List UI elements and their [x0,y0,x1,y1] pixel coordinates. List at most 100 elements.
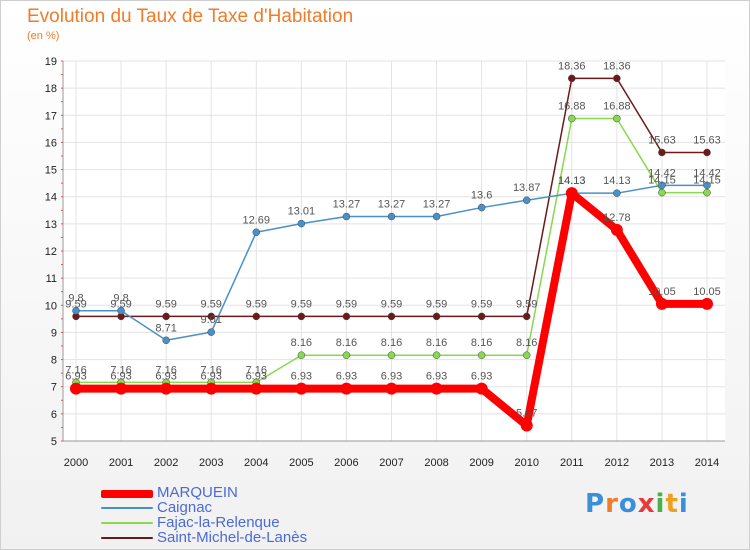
data-label: 9.59 [291,298,312,310]
data-point [342,351,351,359]
data-point [295,382,308,395]
data-label: 7.16 [110,364,131,376]
data-label: 12.78 [603,212,631,224]
data-label: 6.93 [110,371,131,383]
data-label: 8.71 [155,322,176,334]
chart-title: Evolution du Taux de Taxe d'Habitation [27,6,354,27]
data-point [565,187,578,200]
data-point [207,312,215,321]
data-label: 14.15 [693,175,721,187]
data-point [252,312,261,321]
data-label: 13.27 [333,199,361,211]
y-tick-label: 19 [45,56,57,68]
data-label: 8.16 [336,337,357,349]
data-label: 14.13 [558,175,586,187]
data-label: 9.59 [426,298,447,310]
data-point [475,382,488,395]
data-label: 7.16 [65,364,86,376]
data-label: 15.63 [693,134,721,146]
data-point [613,189,621,197]
data-point [117,306,125,315]
data-label: 9.59 [110,298,131,310]
data-point [703,188,711,197]
x-tick-label: 2013 [650,457,674,469]
data-point [568,114,576,123]
y-tick-label: 12 [45,246,57,258]
x-tick-label: 2014 [695,457,719,469]
data-label: 15.63 [648,134,676,146]
y-tick-label: 14 [45,192,57,204]
x-tick-label: 2006 [334,457,358,469]
data-label: 12.69 [243,214,271,226]
x-tick-label: 2009 [469,457,493,469]
data-point [70,382,82,395]
data-point [432,312,441,321]
data-label: 14.13 [558,175,586,187]
x-tick-label: 2010 [514,457,538,469]
data-point [342,212,351,221]
data-label: 9.59 [471,298,492,310]
data-point [522,312,531,321]
data-point [613,74,621,83]
data-label: 6.93 [336,371,357,383]
data-point [160,382,173,395]
data-point [522,351,531,359]
y-tick-label: 10 [45,300,57,312]
data-point [658,188,666,197]
data-label: 6.93 [381,371,402,383]
data-point [207,328,215,336]
data-point [385,382,398,395]
data-point [613,114,621,123]
legend-label-caignac: Caignac [157,499,213,516]
data-label: 13.27 [423,199,451,211]
data-label: 9.59 [65,298,86,310]
data-point [250,382,263,395]
data-point [568,74,576,83]
data-label: 14.13 [603,175,631,187]
data-label: 14.15 [648,175,676,187]
data-label: 7.16 [246,364,267,376]
data-label: 6.93 [201,371,222,383]
x-tick-label: 2007 [379,457,403,469]
data-label: 10.05 [693,286,721,298]
data-label: 6.93 [246,371,267,383]
data-label: 6.93 [426,371,447,383]
y-tick-label: 13 [45,219,57,231]
data-point [297,351,306,359]
y-tick-label: 8 [51,355,57,367]
data-label: 14.42 [648,167,676,179]
data-label: 9.59 [155,298,176,310]
data-label: 9.01 [201,314,222,326]
y-tick-label: 6 [51,409,57,421]
data-label: 9.8 [113,293,128,305]
data-point [658,181,666,190]
legend-swatch-caignac [101,507,153,509]
data-label: 18.36 [603,60,631,72]
y-tick-label: 16 [45,137,57,149]
legend-label-fajac: Fajac-la-Relenque [157,514,280,531]
y-tick-label: 17 [45,110,57,122]
data-point [162,336,170,345]
data-label: 13.01 [288,206,316,218]
data-point [430,382,443,395]
data-label: 16.88 [603,101,631,113]
proxiti-logo: Proxiti [585,489,689,519]
data-label: 8.16 [516,337,537,349]
data-point [610,223,623,236]
data-label: 9.59 [336,298,357,310]
data-point [703,148,711,157]
data-label: 5.57 [516,408,537,420]
x-tick-label: 2000 [64,457,88,469]
legend-label-saint-michel: Saint-Michel-de-Lanès [157,529,308,546]
data-label: 8.16 [426,337,447,349]
data-point [72,306,80,315]
data-point [658,148,666,157]
data-label: 6.93 [471,371,492,383]
data-label: 13.6 [471,190,492,202]
data-point [162,312,170,321]
data-point [387,212,396,221]
data-point [655,297,668,310]
data-point [205,382,218,395]
data-point [432,351,441,359]
data-label: 9.59 [201,298,222,310]
